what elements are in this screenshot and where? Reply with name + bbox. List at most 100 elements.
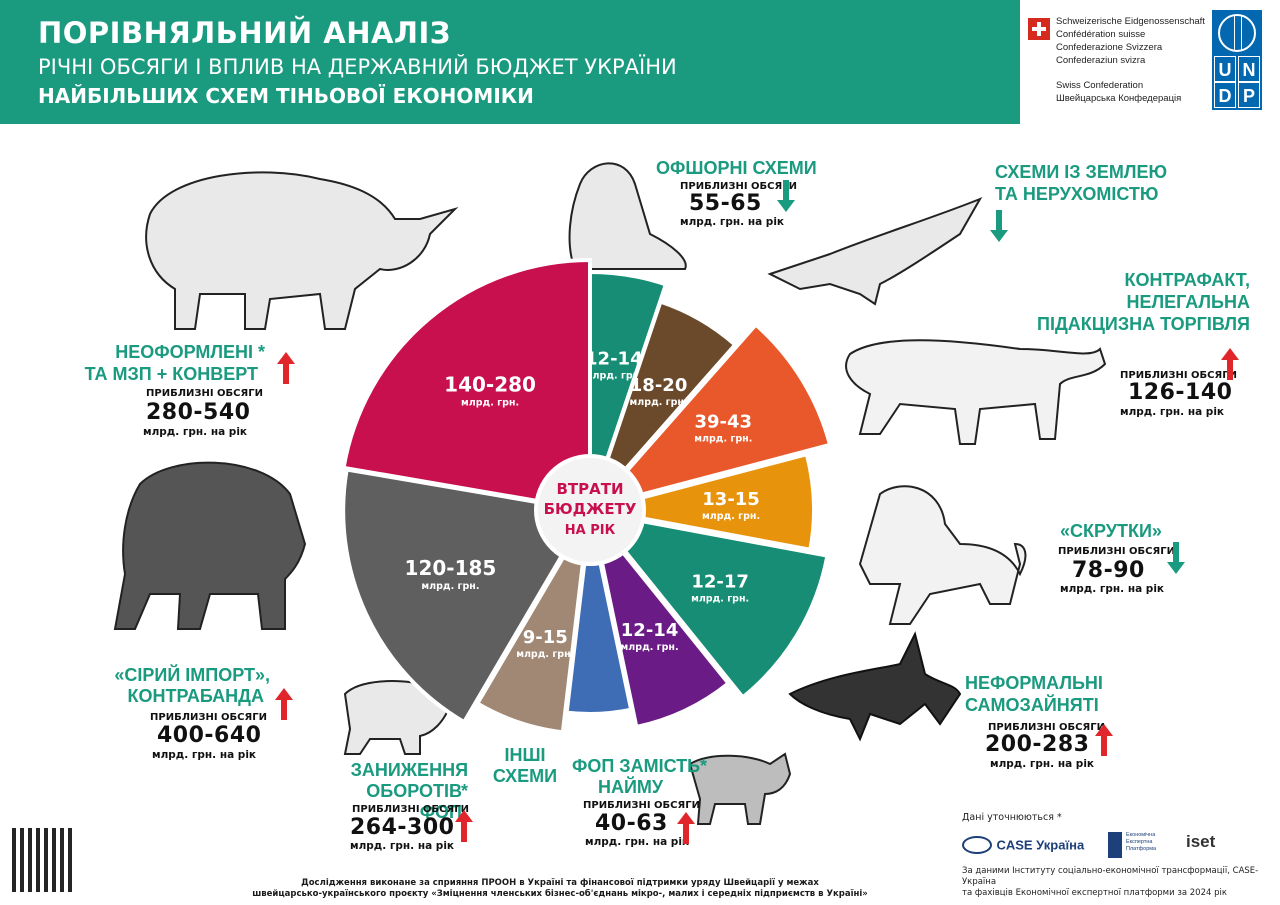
other-label-2: СХЕМИ: [492, 766, 558, 786]
pie-slice-unit-label: млрд. грн.: [702, 511, 760, 522]
gray-import-label-2: КОНТРАБАНДА: [127, 686, 264, 706]
page-subtitle: РІЧНІ ОБСЯГИ І ВПЛИВ НА ДЕРЖАВНИЙ БЮДЖЕТ…: [38, 55, 677, 79]
counterfeit-value: 126-140: [1128, 380, 1233, 405]
page-subtitle-2: НАЙБІЛЬШИХ СХЕМ ТІНЬОВОЇ ЕКОНОМІКИ: [38, 84, 534, 108]
unregistered-approx: ПРИБЛИЗНІ ОБСЯГИ: [146, 388, 263, 399]
pie-slice-value-label: 9-15: [523, 627, 568, 648]
fop-hire-label-1: ФОП ЗАМІСТЬ*: [572, 756, 708, 776]
eep-logo-line: Експертна: [1126, 839, 1153, 845]
pie-slice-unit-label: млрд. грн.: [585, 370, 643, 381]
counterfeit-label-1: КОНТРАФАКТ,: [1124, 270, 1251, 290]
pie-slice-unit-label: млрд. грн.: [516, 649, 574, 660]
unregistered-label-1: НЕОФОРМЛЕНІ *: [115, 342, 265, 362]
header-banner: ПОРІВНЯЛЬНИЙ АНАЛІЗ РІЧНІ ОБСЯГИ І ВПЛИВ…: [0, 0, 1020, 124]
land-label-1: СХЕМИ ІЗ ЗЕМЛЕЮ: [995, 162, 1168, 182]
page-title: ПОРІВНЯЛЬНИЙ АНАЛІЗ: [38, 16, 451, 50]
arrow-up-icon: [455, 810, 473, 842]
informal-label-2: САМОЗАЙНЯТІ: [965, 695, 1099, 715]
twists-approx: ПРИБЛИЗНІ ОБСЯГИ: [1058, 546, 1175, 557]
twists-label: «СКРУТКИ»: [1060, 521, 1162, 541]
informal-unit: млрд. грн. на рік: [990, 758, 1095, 770]
footer-line-2: швейцарсько-українського проєкту «Зміцне…: [252, 889, 868, 899]
arrow-down-icon: [990, 210, 1008, 242]
swiss-line: Швейцарська Конфедерація: [1056, 93, 1182, 104]
twists-value: 78-90: [1072, 558, 1145, 583]
pie-slice-value-label: 120-185: [405, 556, 497, 580]
fop-turnover-label-1: ЗАНИЖЕННЯ *: [350, 760, 468, 801]
pie-slice-fop_turnover: [474, 512, 591, 735]
pie-slice-fop_hire: [589, 512, 732, 730]
gray-import-approx: ПРИБЛИЗНІ ОБСЯГИ: [150, 712, 267, 723]
land-label-2: ТА НЕРУХОМІСТЮ: [995, 184, 1159, 204]
arrow-up-icon: [1221, 348, 1239, 380]
eep-logo-line: Платформа: [1126, 846, 1157, 852]
pie-center-label: БЮДЖЕТУ: [544, 500, 637, 518]
undp-letter: D: [1214, 82, 1236, 108]
counterfeit-label-3: ПІДАКЦИЗНА ТОРГІВЛЯ: [1037, 314, 1250, 334]
pie-center-label: ВТРАТИ: [556, 480, 623, 498]
arrow-up-icon: [275, 688, 293, 720]
pie-slice-value-label: 13-15: [702, 489, 760, 510]
pie-slice-value-label: 12-14: [585, 348, 643, 369]
lion-icon: [858, 485, 1027, 625]
swiss-flag-icon: [1028, 18, 1050, 40]
case-logo-text: CASE Україна: [996, 837, 1085, 853]
qr-code-icon: [12, 828, 76, 892]
crocodile-icon: [767, 197, 983, 306]
swiss-line: Confederazione Svizzera: [1056, 42, 1163, 53]
unregistered-unit: млрд. грн. на рік: [143, 426, 248, 438]
undp-letter: N: [1238, 56, 1260, 82]
swiss-line: Confederaziun svizra: [1056, 55, 1146, 66]
pie-center: [534, 454, 646, 566]
swiss-line: Swiss Confederation: [1056, 80, 1144, 91]
fop-turnover-value: 264-300: [350, 815, 455, 840]
arrow-down-icon: [1167, 542, 1185, 574]
undp-letter: U: [1214, 56, 1236, 82]
fop-turnover-unit: млрд. грн. на рік: [350, 840, 455, 852]
arrow-up-icon: [677, 812, 695, 844]
informal-approx: ПРИБЛИЗНІ ОБСЯГИ: [988, 722, 1105, 733]
arrow-up-icon: [277, 352, 295, 384]
offshore-unit: млрд. грн. на рік: [680, 216, 785, 228]
animal-illustrations: [113, 162, 1107, 825]
walrus-icon: [568, 162, 687, 270]
arrow-up-icon: [1095, 724, 1113, 756]
case-ukraine-logo: CASE Україна: [962, 836, 1086, 860]
pie-slice-unit-label: млрд. грн.: [694, 434, 752, 445]
pie-slice-unit-label: млрд. грн.: [630, 397, 688, 408]
tiger-icon: [845, 339, 1107, 445]
rhino-icon: [145, 171, 459, 330]
pie-slice-value-label: 12-17: [691, 572, 749, 593]
footer-line-1: Дослідження виконане за сприяння ПРООН в…: [301, 878, 819, 888]
data-source: За даними Інституту соціально-економічно…: [962, 866, 1272, 899]
pie-slice-gray_import: [341, 467, 592, 725]
unregistered-label-2: ТА МЗП + КОНВЕРТ: [84, 364, 258, 384]
twists-unit: млрд. грн. на рік: [1060, 583, 1165, 595]
undp-letter: P: [1238, 82, 1260, 108]
refine-note: Дані уточнюються *: [962, 812, 1062, 823]
gray-import-unit: млрд. грн. на рік: [152, 749, 257, 761]
offshore-approx: ПРИБЛИЗНІ ОБСЯГИ: [680, 181, 797, 192]
shark-icon: [788, 631, 962, 742]
offshore-value: 55-65: [689, 191, 762, 216]
gray-import-label-1: «СІРИЙ ІМПОРТ»,: [114, 665, 270, 685]
informal-label-1: НЕФОРМАЛЬНІ: [965, 673, 1103, 693]
eep-logo-line: Економічна: [1126, 832, 1156, 838]
pie-slice-informal: [588, 509, 830, 701]
pie-slice-unregistered: [341, 257, 592, 513]
pie-slice-value-label: 18-20: [630, 375, 688, 396]
pie-slice-counterfeit: [589, 321, 833, 511]
pie-center-label: НА РІК: [565, 523, 616, 538]
footer-note: Дослідження виконане за сприяння ПРООН в…: [240, 878, 880, 900]
pie-slice-unit-label: млрд. грн.: [421, 581, 479, 592]
counterfeit-approx: ПРИБЛИЗНІ ОБСЯГИ: [1120, 370, 1237, 381]
fop-hire-label-2: НАЙМУ: [598, 777, 664, 797]
swiss-line: Schweizerische Eidgenossenschaft: [1056, 16, 1205, 27]
source-line-2: та фахівців Економічної експертної платф…: [962, 888, 1227, 898]
other-label-1: ІНШІ: [504, 745, 546, 765]
counterfeit-label-2: НЕЛЕГАЛЬНА: [1126, 292, 1251, 312]
pie-slice-land: [589, 299, 739, 510]
pie-slice-unit-label: млрд. грн.: [691, 594, 749, 605]
gray-import-value: 400-640: [157, 723, 262, 748]
undp-logo: U N D P: [1212, 10, 1262, 110]
